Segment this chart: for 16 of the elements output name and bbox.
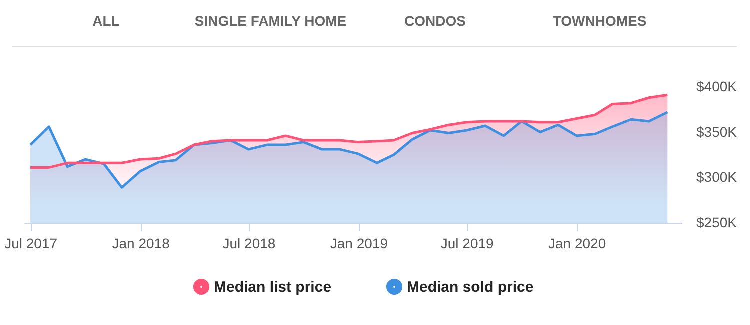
text: CONDOS bbox=[404, 13, 466, 29]
x-tick-label: Jul 2019 bbox=[440, 236, 494, 252]
y-tick-label: $300K bbox=[696, 169, 738, 186]
text: ALL bbox=[92, 13, 120, 29]
x-tick-label: Jul 2017 bbox=[4, 236, 58, 252]
x-tick-label: Jan 2018 bbox=[112, 236, 170, 252]
text: SINGLE FAMILY HOME bbox=[194, 13, 347, 29]
legend-label: Median list price bbox=[214, 278, 332, 296]
y-tick-label: $400K bbox=[696, 78, 738, 94]
y-tick-label: $350K bbox=[696, 124, 738, 140]
x-tick-label: Jan 2020 bbox=[548, 236, 606, 252]
x-tick-label: Jul 2018 bbox=[222, 236, 276, 252]
legend-label: Median sold price bbox=[407, 278, 534, 296]
x-tick-label: Jan 2019 bbox=[330, 236, 388, 252]
y-tick-label: $250K bbox=[696, 214, 738, 230]
text: TOWNHOMES bbox=[552, 13, 647, 29]
